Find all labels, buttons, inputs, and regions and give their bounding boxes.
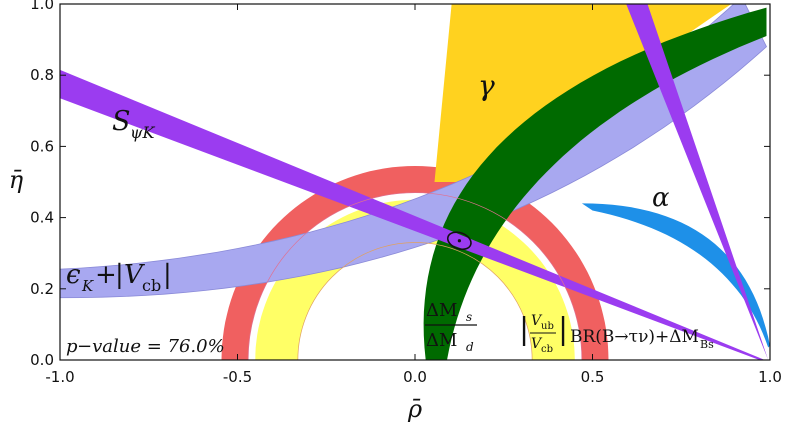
y-tick-label: 0.8 [30, 66, 54, 84]
y-tick-label: 0.2 [30, 280, 54, 298]
svg-text:BR(B→τν)+ΔM: BR(B→τν)+ΔM [570, 327, 699, 347]
x-axis-label: ρ̄ [407, 395, 422, 423]
dms-dmd-band [423, 7, 767, 360]
svg-text:|: | [558, 312, 568, 347]
dms-dmd-label: ΔM s ΔM d [425, 300, 477, 354]
p-value-label: p −value = 76.0% [66, 336, 225, 357]
svg-text:V: V [531, 336, 543, 352]
y-tick-label: 0.4 [30, 209, 54, 227]
gamma-label: γ [478, 69, 495, 102]
svg-text:d: d [466, 340, 474, 354]
svg-text:V: V [531, 313, 543, 329]
svg-text:K: K [81, 277, 94, 295]
svg-text:V: V [124, 260, 145, 290]
fit-point [457, 239, 461, 243]
svg-text:cb: cb [142, 276, 161, 295]
spsik-band-left [60, 69, 765, 360]
y-tick-label: 0.0 [30, 351, 54, 369]
x-tick-label: 1.0 [758, 368, 782, 386]
fit-ellipse [446, 231, 472, 251]
alpha-band [581, 203, 770, 348]
svg-text:ϵ: ϵ [66, 260, 81, 290]
vub-vcb-br-label: | V ub V cb | BR(B→τν)+ΔM Bs [519, 312, 714, 355]
svg-text:|: | [115, 260, 124, 290]
spsik-band-right [626, 4, 769, 360]
x-tick-label: -1.0 [45, 368, 74, 386]
vub-band [221, 166, 609, 360]
svg-text:−value = 76.0%: −value = 76.0% [77, 336, 225, 357]
y-axis-label: η̄ [9, 166, 24, 194]
svg-text:cb: cb [541, 344, 553, 355]
svg-text:ΔM: ΔM [426, 330, 457, 351]
eps-k-vcb-label: ϵ K + | V cb | [66, 260, 172, 295]
y-tick-label: 1.0 [30, 0, 54, 13]
x-tick-label: -0.5 [223, 368, 252, 386]
svg-text:ub: ub [541, 321, 554, 332]
svg-text:|: | [163, 260, 172, 290]
svg-text:ΔM: ΔM [426, 300, 457, 321]
x-tick-label: 0.5 [581, 368, 605, 386]
svg-text:S: S [112, 106, 131, 137]
svg-text:p: p [66, 336, 78, 357]
svg-text:|: | [519, 312, 529, 347]
svg-text:Bs: Bs [700, 338, 714, 351]
alpha-label: α [652, 183, 670, 213]
svg-text:s: s [466, 310, 472, 324]
vub-contour [247, 192, 583, 360]
s-psik-label: S ψK [112, 106, 156, 142]
epsk-vcb-band [60, 4, 767, 299]
svg-text:+: + [95, 260, 117, 290]
y-tick-label: 0.6 [30, 137, 54, 155]
svg-text:ψK: ψK [130, 123, 156, 142]
br-contour [297, 242, 533, 360]
x-tick-label: 0.0 [403, 368, 427, 386]
